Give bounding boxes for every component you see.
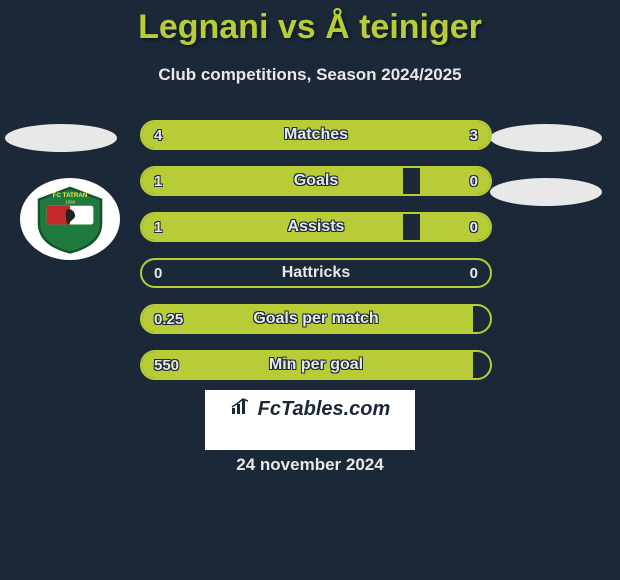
stat-value-right: 3: [470, 122, 478, 148]
chart-icon: [230, 398, 252, 422]
brand-logo: FcTables.com: [205, 390, 415, 450]
decor-ellipse: [490, 124, 602, 152]
stat-row: 0.25 Goals per match: [140, 304, 492, 334]
brand-text: FcTables.com: [258, 398, 391, 421]
svg-text:FC TATRAN: FC TATRAN: [53, 192, 88, 199]
shield-icon: FC TATRAN 1898: [30, 184, 110, 254]
page-title: Legnani vs Å teiniger: [0, 0, 620, 47]
stat-row: 1 Goals 0: [140, 166, 492, 196]
date-text: 24 november 2024: [0, 455, 620, 475]
decor-ellipse: [490, 178, 602, 206]
stat-row: 4 Matches 3: [140, 120, 492, 150]
subtitle: Club competitions, Season 2024/2025: [0, 65, 620, 85]
stat-value-right: 0: [470, 168, 478, 194]
stat-value-right: 0: [470, 260, 478, 286]
decor-ellipse: [5, 124, 117, 152]
stat-label: Goals per match: [142, 306, 490, 332]
stat-value-right: 0: [470, 214, 478, 240]
stat-label: Matches: [142, 122, 490, 148]
stats-bars: 4 Matches 3 1 Goals 0 1 Assists 0 0 Hatt…: [140, 120, 492, 396]
stat-row: 0 Hattricks 0: [140, 258, 492, 288]
stat-row: 1 Assists 0: [140, 212, 492, 242]
stat-label: Min per goal: [142, 352, 490, 378]
svg-text:1898: 1898: [65, 199, 76, 204]
stat-label: Goals: [142, 168, 490, 194]
club-emblem: FC TATRAN 1898: [20, 178, 120, 260]
stat-label: Assists: [142, 214, 490, 240]
stat-row: 550 Min per goal: [140, 350, 492, 380]
stat-label: Hattricks: [142, 260, 490, 286]
